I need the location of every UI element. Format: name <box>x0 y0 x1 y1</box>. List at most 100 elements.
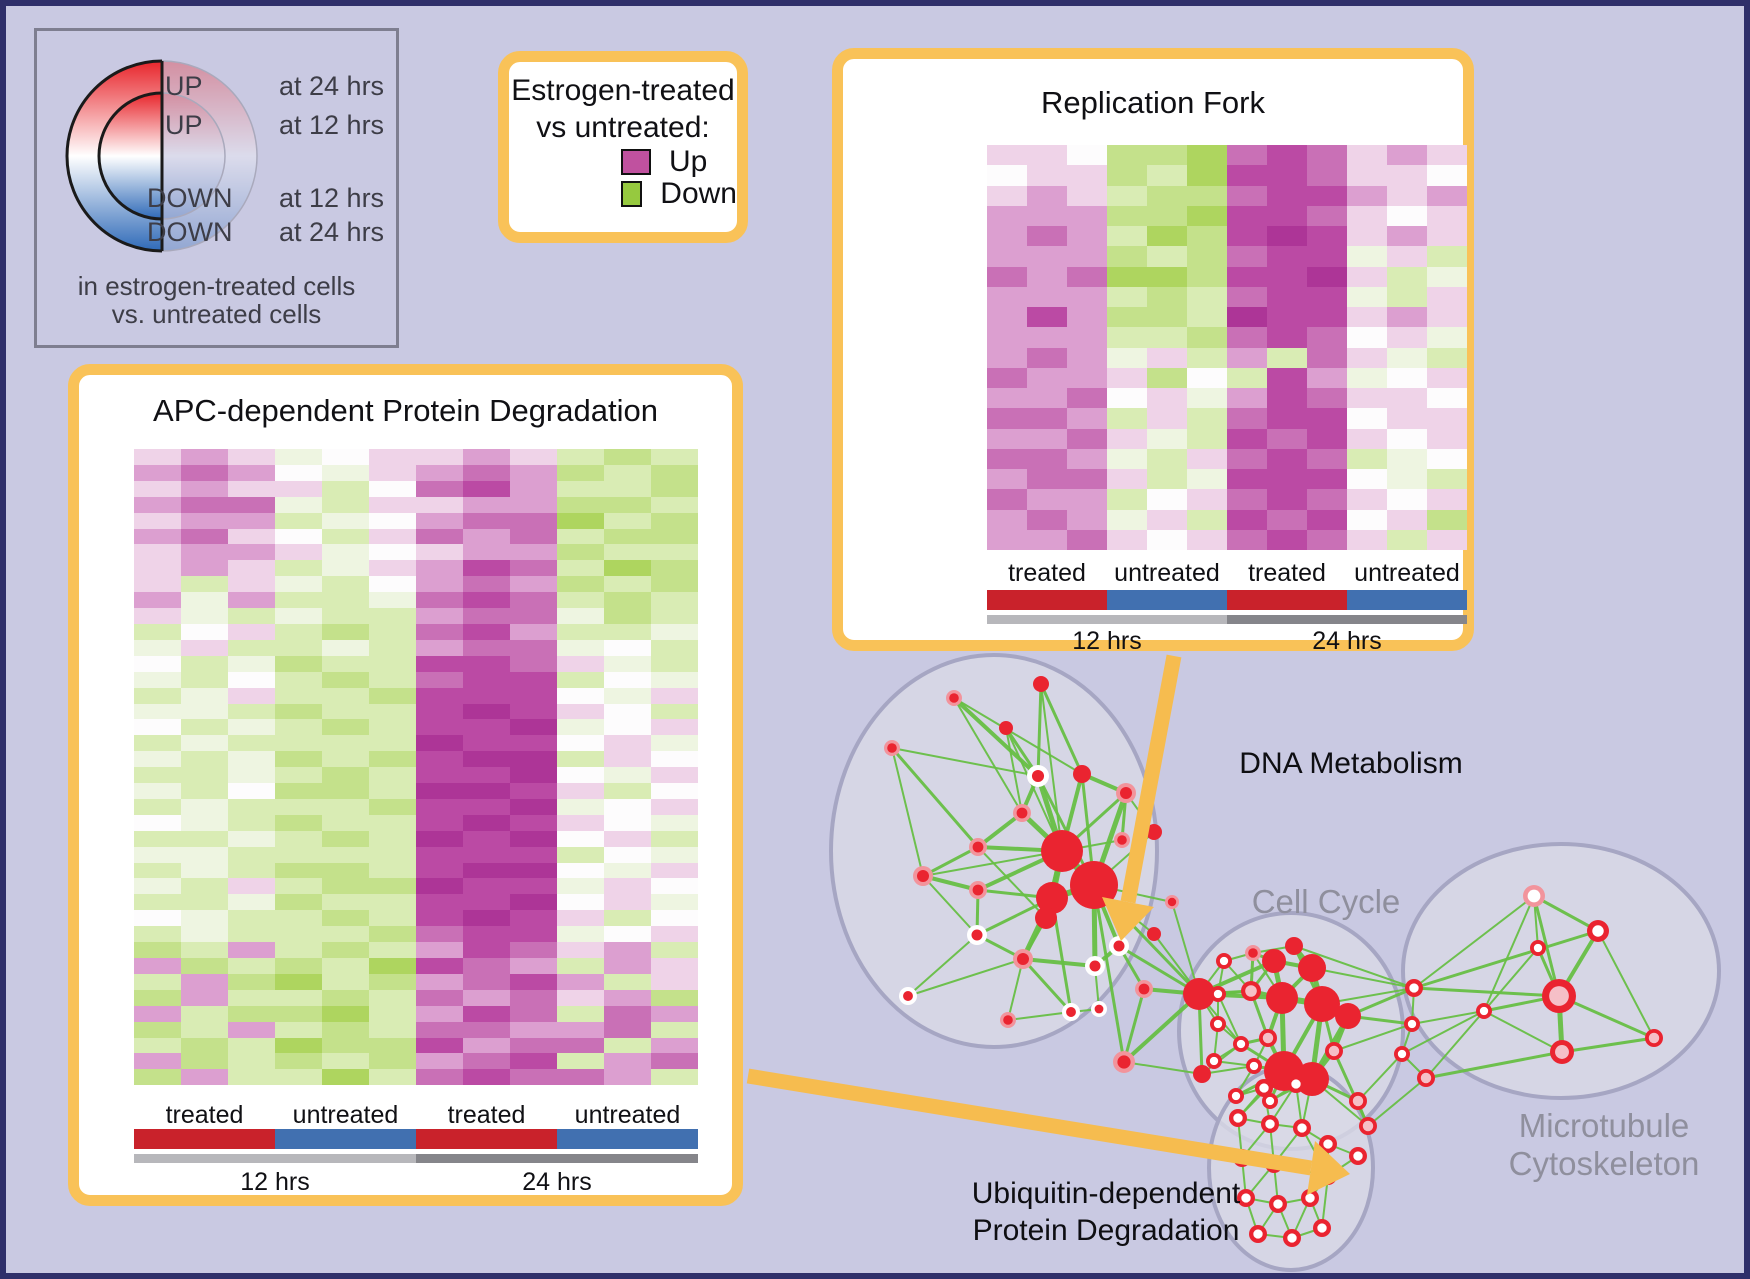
down-12-label: DOWN <box>147 183 233 213</box>
heatmap-row <box>134 910 698 927</box>
apc-24hrs-bar <box>416 1154 698 1163</box>
network-edge <box>1425 1010 1485 1079</box>
network-edge <box>1532 895 1561 997</box>
heatmap-row <box>134 973 698 990</box>
network-node <box>1146 824 1162 840</box>
network-node <box>1297 1123 1307 1133</box>
heatmap-row <box>987 185 1467 206</box>
apc-12hrs-label: 12 hrs <box>240 1168 310 1196</box>
network-node <box>1183 978 1215 1010</box>
heatmap-row <box>987 165 1467 186</box>
heatmap-row <box>134 942 698 958</box>
network-node <box>1041 830 1083 872</box>
heatmap-row <box>987 367 1467 388</box>
network-node <box>1066 1007 1076 1017</box>
heatmap-row <box>134 894 698 911</box>
network-node <box>1035 907 1057 929</box>
network-node <box>1335 1003 1361 1029</box>
heatmap-row <box>134 751 698 768</box>
updown-legend-panel: Estrogen-treated vs untreated: Up Down <box>498 51 748 243</box>
network-node <box>1285 937 1303 955</box>
heatmap-row <box>134 878 698 895</box>
heatmap-row <box>134 639 698 656</box>
rf-12hrs-bar <box>987 615 1227 624</box>
network-node <box>1219 956 1229 966</box>
network-node <box>1533 943 1543 953</box>
network-edge <box>1483 895 1535 1012</box>
network-edge <box>1413 986 1560 998</box>
network-node <box>1233 1113 1243 1123</box>
network-node <box>1592 925 1604 937</box>
network-node <box>1291 1079 1301 1089</box>
heatmap-row <box>134 560 698 577</box>
apc-24hrs-label: 24 hrs <box>522 1168 592 1196</box>
heatmap-row <box>134 449 698 465</box>
heatmap-row <box>134 846 698 863</box>
network-edge <box>1021 957 1073 1014</box>
ubiquitin-label: Ubiquitin-dependent Protein Degradation <box>946 1175 1266 1249</box>
network-node <box>1262 949 1286 973</box>
network-node <box>1420 1072 1432 1084</box>
network-node <box>1113 940 1125 952</box>
network-node <box>1117 835 1127 845</box>
up-down-ring-diagram <box>65 59 258 253</box>
network-node <box>1120 787 1132 799</box>
heatmap-row <box>987 408 1467 429</box>
at-24hrs-label: at 24 hrs <box>279 71 385 101</box>
legend-caption-line2: vs. untreated cells <box>111 299 322 329</box>
network-node <box>1298 954 1326 982</box>
network-node <box>1352 1095 1364 1107</box>
up-label: Up <box>669 145 708 178</box>
network-edge <box>1558 994 1655 1040</box>
network-node <box>903 991 913 1001</box>
network-node <box>1209 1056 1219 1066</box>
network-node <box>887 743 897 753</box>
heatmap-row <box>987 286 1467 307</box>
updown-legend-title-line1: Estrogen-treated <box>511 74 735 107</box>
network-edge <box>1217 993 1242 1045</box>
apc-untreated-bar-12 <box>275 1129 416 1149</box>
heatmap-row <box>134 862 698 879</box>
network-node <box>1527 889 1541 903</box>
network-node <box>1304 986 1340 1022</box>
network-edge <box>1413 895 1535 989</box>
rf-untreated-bar-12 <box>1107 590 1227 610</box>
at-24hrs-label2: at 24 hrs <box>279 217 385 247</box>
network-node <box>917 870 929 882</box>
rf-untreated-bar-24 <box>1347 590 1467 610</box>
network-edge <box>953 697 1023 814</box>
cluster-ellipses <box>829 653 1721 1272</box>
rf-condition-bars <box>987 590 1467 610</box>
rf-time-bars <box>987 615 1467 624</box>
network-node <box>1241 1193 1251 1203</box>
apc-treated-bar-12 <box>134 1129 275 1149</box>
heatmap-row <box>134 544 698 561</box>
network-node <box>1328 1045 1340 1057</box>
apc-untreated-12-label: untreated <box>292 1101 399 1129</box>
microtubule-label: Microtubule Cytoskeleton <box>1464 1107 1744 1183</box>
down-color-swatch <box>621 181 643 207</box>
cluster-ellipse <box>1401 842 1721 1100</box>
heatmap-row <box>987 347 1467 368</box>
network-edge <box>1483 947 1539 1012</box>
network-node <box>1094 1004 1104 1014</box>
at-12hrs-label: at 12 hrs <box>279 110 385 140</box>
network-edge <box>1333 1023 1413 1052</box>
network-node <box>1397 1049 1407 1059</box>
network-node <box>1089 960 1101 972</box>
network-node <box>1193 1065 1211 1083</box>
network-edge <box>1357 1053 1403 1102</box>
network-node <box>1245 985 1257 997</box>
network-node <box>971 929 983 941</box>
heatmap-row <box>134 1053 698 1070</box>
network-edge <box>1411 1010 1485 1025</box>
up-color-swatch <box>621 149 651 175</box>
up-12-label: UP <box>165 110 203 140</box>
network-edge <box>1022 957 1096 968</box>
heatmap-row <box>134 592 698 609</box>
network-node <box>1070 861 1118 909</box>
network-edge <box>1092 884 1126 1063</box>
heatmap-row <box>134 687 698 704</box>
heatmap-row <box>134 958 698 974</box>
heatmap-row <box>134 1037 698 1054</box>
